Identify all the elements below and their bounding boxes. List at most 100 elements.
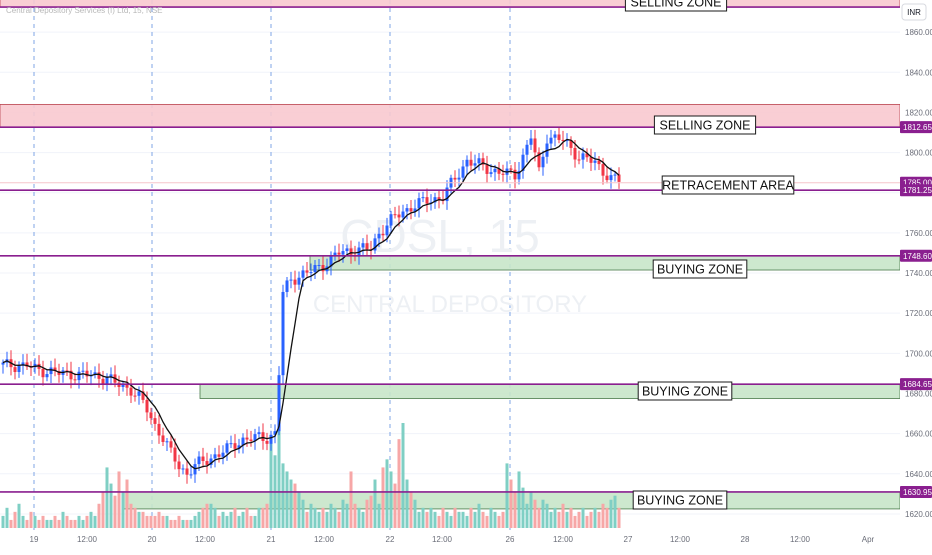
candle-body bbox=[137, 391, 141, 396]
candle-body bbox=[269, 434, 273, 444]
volume-bar bbox=[141, 511, 145, 528]
candle-body bbox=[189, 474, 193, 476]
volume-bar bbox=[45, 519, 49, 528]
volume-bar bbox=[569, 507, 573, 528]
volume-bar bbox=[533, 499, 537, 528]
volume-bar bbox=[325, 511, 329, 528]
volume-bar bbox=[57, 519, 61, 528]
retracement-area-label: RETRACEMENT AREA bbox=[662, 179, 794, 193]
candle-body bbox=[561, 139, 565, 141]
candle-body bbox=[553, 134, 557, 138]
volume-bar bbox=[49, 519, 53, 528]
volume-bar bbox=[213, 507, 217, 528]
price-badge-label: 1785.00 bbox=[903, 179, 932, 188]
candle-body bbox=[457, 177, 461, 180]
volume-bar bbox=[309, 503, 313, 528]
volume-bar bbox=[161, 515, 165, 528]
price-axis-bg bbox=[900, 0, 932, 550]
candle-body bbox=[317, 265, 321, 267]
volume-bar bbox=[157, 511, 161, 528]
candle-body bbox=[521, 154, 525, 171]
volume-bar bbox=[617, 507, 621, 528]
candle-body bbox=[277, 375, 281, 432]
candle-body bbox=[209, 458, 213, 465]
price-badge bbox=[900, 485, 932, 498]
candle-body bbox=[97, 372, 101, 379]
x-tick-label: 12:00 bbox=[790, 535, 811, 544]
candle-body bbox=[381, 233, 385, 236]
candle-body bbox=[285, 280, 289, 292]
price-axis[interactable]: 1620.00 1640.00 1660.00 1680.00 1700.00 1720.… bbox=[900, 0, 932, 550]
volume-bar bbox=[33, 515, 37, 528]
volume-bar bbox=[105, 467, 109, 528]
volume-bar bbox=[221, 511, 225, 528]
candle-body bbox=[501, 173, 505, 175]
x-tick-label: 12:00 bbox=[553, 535, 574, 544]
volume-bar bbox=[337, 511, 341, 528]
volume-bar bbox=[17, 503, 21, 528]
candle-body bbox=[13, 367, 17, 373]
candle-body bbox=[469, 159, 473, 166]
volume-bar bbox=[185, 519, 189, 528]
candle-body bbox=[225, 443, 229, 453]
volume-bar bbox=[89, 511, 93, 528]
volume-bar bbox=[129, 503, 133, 528]
volume-bar bbox=[245, 507, 249, 528]
candle-body bbox=[233, 443, 237, 449]
volume-bar bbox=[285, 471, 289, 528]
candle-body bbox=[293, 279, 297, 285]
volume-bar bbox=[189, 519, 193, 528]
candle-body bbox=[541, 156, 545, 168]
candle-body bbox=[417, 198, 421, 209]
x-tick-label: 12:00 bbox=[432, 535, 453, 544]
volume-bar bbox=[409, 491, 413, 528]
candle-body bbox=[321, 265, 325, 272]
volume-bar bbox=[177, 515, 181, 528]
volume-bar bbox=[481, 511, 485, 528]
volume-bar bbox=[529, 491, 533, 528]
volume-bar bbox=[117, 471, 121, 528]
candle-body bbox=[473, 163, 477, 166]
candle-body bbox=[81, 370, 85, 372]
candle-body bbox=[605, 175, 609, 181]
candle-body bbox=[393, 214, 397, 216]
time-axis-bg bbox=[0, 530, 932, 550]
volume-bar bbox=[509, 479, 513, 528]
candle-body bbox=[397, 214, 401, 218]
candle-body bbox=[33, 363, 37, 368]
moving-average-line bbox=[2, 138, 620, 470]
volume-bar bbox=[361, 511, 365, 528]
volume-bar bbox=[349, 471, 353, 528]
candle-body bbox=[345, 248, 349, 252]
price-badge bbox=[900, 249, 932, 262]
candle-body bbox=[377, 233, 381, 239]
y-tick-label: 1660.00 bbox=[905, 430, 932, 439]
time-axis[interactable]: 19 12:00 20 12:00 21 12:00 22 12:00 26 12:00 27 12:… bbox=[0, 530, 932, 550]
volume-bar bbox=[289, 479, 293, 528]
candle-body bbox=[565, 140, 569, 142]
candle-body bbox=[361, 243, 365, 248]
candle-body bbox=[385, 225, 389, 236]
volume-bar bbox=[373, 479, 377, 528]
candle-body bbox=[597, 160, 601, 165]
volume-bar bbox=[205, 503, 209, 528]
volume-bar bbox=[473, 511, 477, 528]
volume-bar bbox=[113, 495, 117, 528]
candle-body bbox=[181, 468, 185, 470]
volume-bar bbox=[329, 503, 333, 528]
volume-bar bbox=[513, 491, 517, 528]
currency-button[interactable]: INR bbox=[901, 3, 927, 21]
y-tick-label: 1700.00 bbox=[905, 349, 932, 358]
volume-bar bbox=[401, 423, 405, 528]
volume-bar bbox=[517, 471, 521, 528]
volume-bar bbox=[545, 503, 549, 528]
volume-bar bbox=[69, 519, 73, 528]
volume-bar bbox=[469, 507, 473, 528]
candle-body bbox=[273, 431, 277, 435]
candle-body bbox=[453, 177, 457, 180]
price-badge bbox=[900, 184, 932, 197]
candle-body bbox=[77, 371, 81, 381]
candle-body bbox=[257, 432, 261, 435]
